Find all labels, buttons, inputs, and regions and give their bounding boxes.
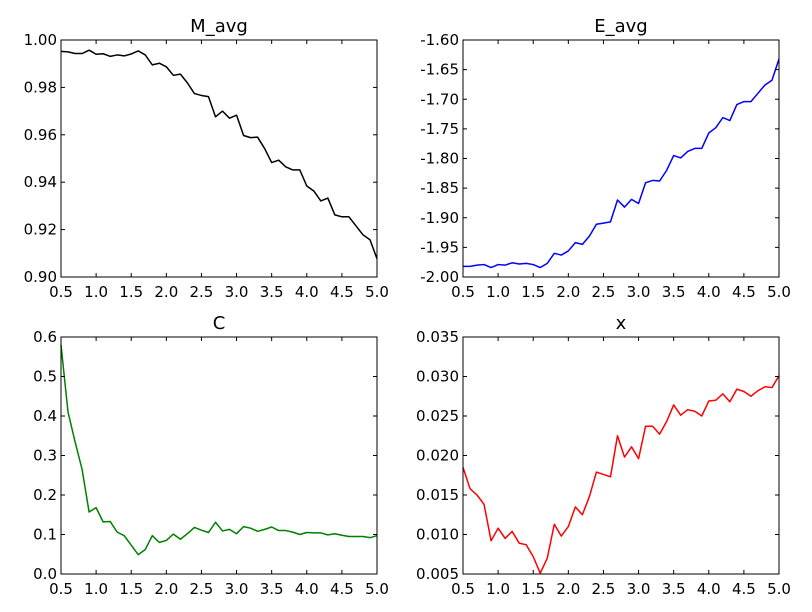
y-tick-label: 0.035 xyxy=(416,328,459,346)
x-tick-label: 1.0 xyxy=(84,283,108,301)
x-tick-label: 4.5 xyxy=(330,580,354,598)
chart-title: E_avg xyxy=(594,16,647,37)
x-tick-label: 4.5 xyxy=(330,283,354,301)
x-tick-label: 3.0 xyxy=(225,580,249,598)
y-tick-label: 1.00 xyxy=(24,31,57,49)
x-tick-label: 2.5 xyxy=(190,283,214,301)
y-tick-label: 0.6 xyxy=(33,328,57,346)
x-tick-label: 2.0 xyxy=(154,283,178,301)
x-tick-label: 3.5 xyxy=(260,283,284,301)
x-tick-label: 4.0 xyxy=(697,580,721,598)
x-tick-label: 3.0 xyxy=(627,580,651,598)
y-tick-label: -1.90 xyxy=(420,209,459,227)
subplot-e-avg: 0.5 1.0 1.5 2.0 2.5 3.0 3.5 4.0 4.5 5.0 -2.00 -1.95… xyxy=(420,16,791,301)
y-tick-label: 0.030 xyxy=(416,368,459,386)
y-tick-label: -1.60 xyxy=(420,31,459,49)
x-tick-label: 5.0 xyxy=(365,580,389,598)
x-tick-label: 4.0 xyxy=(295,580,319,598)
y-tick-label: 0.0 xyxy=(33,565,57,583)
x-tick-label: 3.5 xyxy=(260,580,284,598)
y-tick-label: 0.96 xyxy=(24,126,57,144)
plot-frame xyxy=(60,336,378,575)
x-tick-label: 2.5 xyxy=(592,283,616,301)
x-tick-label: 2.5 xyxy=(592,580,616,598)
x-tick-label: 0.5 xyxy=(49,283,73,301)
y-tick-label: -1.65 xyxy=(420,61,459,79)
x-tick-label: 0.5 xyxy=(49,580,73,598)
y-tick-label: -1.75 xyxy=(420,120,459,138)
y-tick-label: 0.3 xyxy=(33,447,57,465)
x-tick-label: 1.5 xyxy=(521,283,545,301)
y-tick-label: 0.98 xyxy=(24,78,57,96)
x-tick-label: 4.0 xyxy=(295,283,319,301)
x-tick-label: 1.0 xyxy=(84,580,108,598)
series-line xyxy=(462,375,780,574)
y-tick-label: -1.80 xyxy=(420,150,459,168)
x-tick-label: 0.5 xyxy=(451,283,475,301)
y-tick-label: -1.95 xyxy=(420,238,459,256)
plot-frame xyxy=(462,336,780,575)
x-tick-label: 4.5 xyxy=(732,580,756,598)
x-tick-label: 3.5 xyxy=(662,283,686,301)
y-tick-label: -1.85 xyxy=(420,179,459,197)
x-tick-label: 3.0 xyxy=(225,283,249,301)
plot-frame xyxy=(60,39,378,278)
y-tick-label: 0.010 xyxy=(416,526,459,544)
y-tick-label: 0.025 xyxy=(416,407,459,425)
x-tick-label: 5.0 xyxy=(767,580,791,598)
plot-frame xyxy=(462,39,780,278)
x-tick-label: 4.0 xyxy=(697,283,721,301)
x-tick-label: 3.5 xyxy=(662,580,686,598)
y-tick-label: 0.92 xyxy=(24,221,57,239)
y-tick-label: 0.5 xyxy=(33,368,57,386)
x-tick-label: 2.0 xyxy=(556,283,580,301)
y-tick-label: 0.015 xyxy=(416,486,459,504)
series-line xyxy=(60,49,378,260)
x-tick-label: 2.0 xyxy=(154,580,178,598)
y-tick-label: 0.94 xyxy=(24,173,57,191)
x-tick-label: 1.5 xyxy=(521,580,545,598)
x-tick-label: 3.0 xyxy=(627,283,651,301)
x-tick-label: 5.0 xyxy=(365,283,389,301)
x-tick-label: 1.0 xyxy=(486,580,510,598)
x-tick-label: 2.0 xyxy=(556,580,580,598)
y-tick-label: 0.1 xyxy=(33,526,57,544)
y-tick-label: 0.005 xyxy=(416,565,459,583)
subplot-x: 0.5 1.0 1.5 2.0 2.5 3.0 3.5 4.0 4.5 5.0 0.005 0.010… xyxy=(416,313,791,598)
x-tick-label: 1.5 xyxy=(119,580,143,598)
chart-title: C xyxy=(213,313,226,334)
y-tick-label: 0.020 xyxy=(416,447,459,465)
subplot-c: 0.5 1.0 1.5 2.0 2.5 3.0 3.5 4.0 4.5 5.0 0.0 0.1 0.2 0… xyxy=(33,313,389,598)
series-line xyxy=(463,58,780,269)
y-tick-label: 0.4 xyxy=(33,407,57,425)
x-tick-label: 2.5 xyxy=(190,580,214,598)
y-tick-label: -2.00 xyxy=(420,268,459,286)
x-tick-label: 4.5 xyxy=(732,283,756,301)
x-tick-label: 1.0 xyxy=(486,283,510,301)
x-tick-label: 0.5 xyxy=(451,580,475,598)
y-tick-label: 0.90 xyxy=(24,268,57,286)
series-line xyxy=(60,344,378,556)
chart-title: x xyxy=(616,313,627,334)
y-tick-label: -1.70 xyxy=(420,90,459,108)
subplot-m-avg: 0.5 1.0 1.5 2.0 2.5 3.0 3.5 4.0 4.5 5.0 0.90 0.92 0.… xyxy=(24,16,389,301)
chart-title: M_avg xyxy=(190,16,248,37)
x-tick-label: 5.0 xyxy=(767,283,791,301)
x-tick-label: 1.5 xyxy=(119,283,143,301)
y-tick-label: 0.2 xyxy=(33,486,57,504)
